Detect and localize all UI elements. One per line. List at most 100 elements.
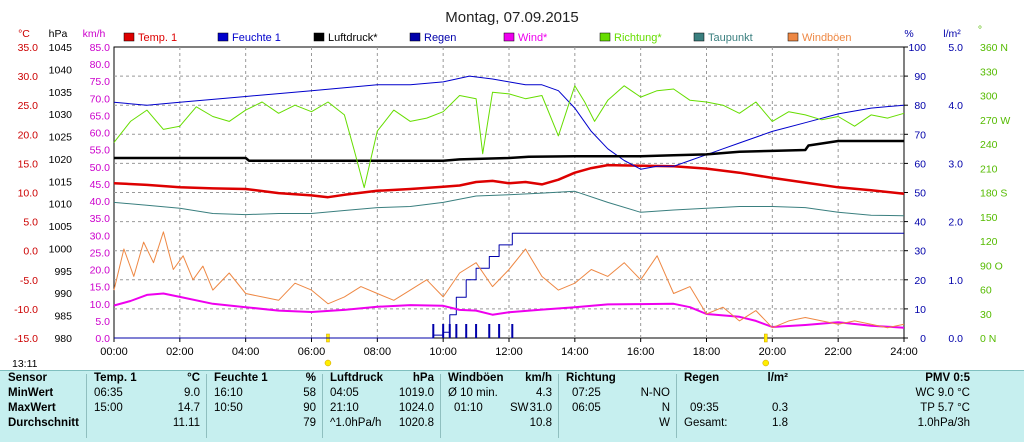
wind-tick-label: 25.0 — [90, 247, 111, 259]
sun-marker — [764, 333, 768, 343]
rain-tick-label: 5.0 — [948, 42, 963, 54]
x-tick-label: 08:00 — [364, 346, 392, 358]
rain-bar — [455, 324, 458, 338]
humidity-tick-label: 0 — [920, 333, 926, 345]
rain-bar — [432, 324, 435, 338]
richtung-min-value: N-NO — [640, 387, 670, 399]
stats-header-temp: Temp. 1 — [94, 372, 137, 384]
wind-tick-label: 10.0 — [90, 299, 111, 311]
series-line — [113, 85, 905, 189]
pressure-tick-label: 1020 — [49, 154, 73, 166]
series-line — [113, 163, 905, 199]
direction-tick-label: 30 — [980, 309, 992, 321]
direction-tick-label: 330 — [980, 66, 998, 78]
rain-unit-label: l/m² — [943, 28, 961, 40]
regen-max-value: 0.3 — [772, 402, 788, 414]
wind-tick-label: 5.0 — [95, 316, 110, 328]
humidity-tick-label: 30 — [914, 246, 926, 258]
wind-tick-label: 15.0 — [90, 282, 111, 294]
temp-tick-label: -10.0 — [14, 304, 38, 316]
axes: 00:00 02:00 04:00 06:00 08:00 10:00 12:00 14:00… — [14, 24, 1010, 367]
legend-entry: Temp. 1 — [138, 32, 177, 44]
stats-header-sensor: Sensor — [8, 372, 47, 384]
stats-col-luftdruck: Luftdruck hPa 04:05 1019.0 21:10 1024.0 ^1.… — [330, 371, 434, 442]
x-tick-label: 06:00 — [298, 346, 326, 358]
temp-min-time: 06:35 — [94, 387, 123, 399]
wind-tick-label: 85.0 — [90, 42, 111, 54]
legend-swatch — [503, 32, 515, 42]
richtung-min-time: 07:25 — [572, 387, 601, 399]
stats-panel: Sensor MinWert MaxWert Durchschnitt Temp… — [0, 370, 1024, 442]
sun-marker-dot — [762, 359, 769, 367]
temp-min-value: 9.0 — [184, 387, 200, 399]
luftdruck-avg-value: 1020.8 — [398, 417, 434, 429]
pressure-tick-label: 1000 — [49, 243, 73, 255]
feuchte-min-value: 58 — [303, 387, 316, 399]
rain-bar — [475, 324, 478, 338]
temp-tick-label: 5.0 — [23, 217, 38, 229]
x-tick-label: 00:00 — [100, 346, 128, 358]
wind-tick-label: 55.0 — [90, 145, 111, 157]
pressure-tick-label: 1015 — [49, 176, 73, 188]
windboeen-avg-value: 10.8 — [529, 417, 552, 429]
legend-swatch — [693, 32, 705, 42]
rain-bar — [498, 324, 501, 338]
pressure-tick-label: 1045 — [49, 42, 73, 54]
x-tick-label: 24:00 — [890, 346, 918, 358]
pressure-tick-label: 995 — [54, 266, 72, 278]
regen-total-value: 1.8 — [772, 417, 788, 429]
x-tick-label: 10:00 — [429, 346, 457, 358]
pressure-tick-label: 1010 — [49, 199, 73, 211]
temp-tick-label: -15.0 — [14, 333, 38, 345]
stats-separator — [322, 374, 323, 438]
legend-swatch — [409, 32, 421, 42]
wind-unit-label: km/h — [83, 28, 106, 40]
direction-tick-label: 270 W — [980, 115, 1010, 127]
legend-swatch — [123, 32, 135, 42]
temp-tick-label: 35.0 — [18, 42, 39, 54]
temp-tick-label: 15.0 — [18, 158, 39, 170]
legend-swatch — [313, 32, 325, 42]
rain-tick-label: 2.0 — [948, 217, 963, 229]
series — [113, 75, 905, 339]
legend-swatch — [217, 32, 229, 42]
series-line — [113, 231, 905, 329]
stats-col-pmv: PMV 0:5 WC 9.0 °C TP 5.7 °C 1.0hPa/3h — [860, 371, 970, 442]
temp-max-time: 15:00 — [94, 402, 123, 414]
humidity-tick-label: 10 — [914, 304, 926, 316]
pmv-taupunkt: TP 5.7 °C — [920, 402, 970, 414]
series-line — [113, 190, 905, 217]
series-line — [114, 232, 904, 339]
temp-tick-label: 20.0 — [18, 129, 39, 141]
temp-tick-label: 10.0 — [18, 188, 39, 200]
humidity-tick-label: 60 — [914, 158, 926, 170]
wind-tick-label: 75.0 — [90, 76, 111, 88]
stats-separator — [676, 374, 677, 438]
rain-bar — [465, 324, 468, 338]
direction-tick-label: 360 N — [980, 42, 1008, 54]
feuchte-max-value: 90 — [303, 402, 316, 414]
stats-col-regen: Regen l/m² 09:35 0.3 Gesamt: 1.8 — [684, 371, 788, 442]
luftdruck-min-time: 04:05 — [330, 387, 359, 399]
humidity-tick-label: 40 — [914, 217, 926, 229]
temp-unit-label: °C — [18, 28, 30, 40]
rain-tick-label: 0.0 — [948, 333, 963, 345]
humidity-tick-label: 100 — [908, 42, 926, 54]
direction-tick-label: 0 N — [980, 333, 996, 345]
temp-avg-value: 11.11 — [172, 417, 200, 429]
wind-tick-label: 40.0 — [90, 196, 111, 208]
luftdruck-min-value: 1019.0 — [398, 387, 434, 399]
direction-tick-label: 240 — [980, 139, 998, 151]
legend-entry: Luftdruck* — [328, 32, 378, 44]
pressure-tick-label: 1030 — [49, 109, 73, 121]
direction-tick-label: 120 — [980, 236, 998, 248]
wind-tick-label: 30.0 — [90, 230, 111, 242]
legend-entry: Taupunkt — [708, 32, 753, 44]
humidity-tick-label: 50 — [914, 188, 926, 200]
windboeen-max-value: 31.0 — [529, 402, 552, 414]
series-line — [113, 292, 905, 329]
legend-swatch — [787, 32, 799, 42]
x-tick-label: 12:00 — [495, 346, 523, 358]
legend-entry: Feuchte 1 — [232, 32, 281, 44]
windboeen-avg10-label: Ø 10 min. — [448, 387, 498, 399]
